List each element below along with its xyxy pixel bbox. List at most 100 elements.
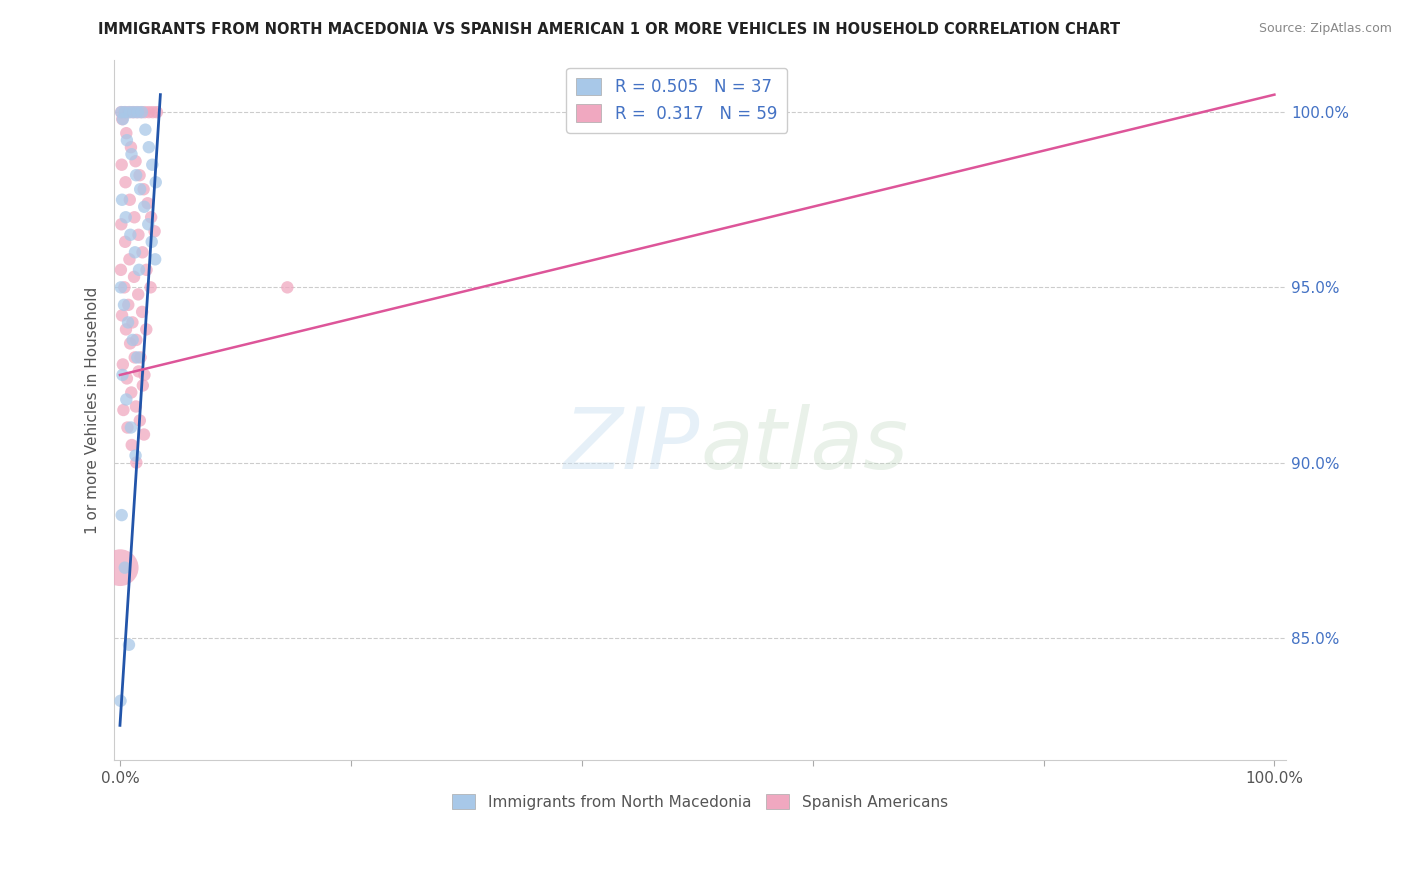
Point xyxy=(118,252,141,267)
Point xyxy=(134,105,156,120)
Point xyxy=(110,263,132,277)
Point xyxy=(138,105,160,120)
Point xyxy=(136,217,159,231)
Point xyxy=(141,158,163,172)
Point xyxy=(143,224,166,238)
Point xyxy=(118,105,141,120)
Point xyxy=(122,269,145,284)
Point xyxy=(124,154,146,169)
Point xyxy=(112,403,135,417)
Point xyxy=(120,140,142,154)
Point xyxy=(111,508,134,522)
Point xyxy=(132,427,155,442)
Point xyxy=(112,298,135,312)
Point xyxy=(135,322,157,336)
Point xyxy=(121,147,143,161)
Legend: Immigrants from North Macedonia, Spanish Americans: Immigrants from North Macedonia, Spanish… xyxy=(446,788,953,816)
Point xyxy=(111,309,134,323)
Point xyxy=(114,560,136,574)
Point xyxy=(121,105,143,120)
Point xyxy=(110,694,132,708)
Point xyxy=(125,168,148,182)
Point xyxy=(110,280,132,294)
Point xyxy=(120,227,142,242)
Point xyxy=(134,122,156,136)
Point xyxy=(139,280,162,294)
Point xyxy=(111,112,134,127)
Point xyxy=(114,211,136,225)
Point xyxy=(118,638,141,652)
Point xyxy=(143,252,166,267)
Point xyxy=(111,368,134,382)
Point xyxy=(122,105,145,120)
Point xyxy=(124,245,146,260)
Point xyxy=(117,420,139,434)
Point xyxy=(127,227,149,242)
Point xyxy=(145,175,167,189)
Text: atlas: atlas xyxy=(700,403,908,486)
Point xyxy=(131,305,153,319)
Point xyxy=(131,105,153,120)
Point xyxy=(118,193,141,207)
Point xyxy=(127,351,149,365)
Point xyxy=(142,105,165,120)
Point xyxy=(125,456,148,470)
Point xyxy=(114,105,136,120)
Point xyxy=(120,336,142,351)
Point xyxy=(115,371,138,385)
Point xyxy=(128,364,150,378)
Point xyxy=(115,126,138,140)
Point xyxy=(129,105,152,120)
Point xyxy=(134,200,156,214)
Point xyxy=(127,105,149,120)
Point xyxy=(124,351,146,365)
Point xyxy=(117,298,139,312)
Point xyxy=(110,105,132,120)
Point xyxy=(121,315,143,329)
Point xyxy=(132,182,155,196)
Point xyxy=(128,168,150,182)
Text: ZIP: ZIP xyxy=(564,403,700,486)
Point xyxy=(131,245,153,260)
Point xyxy=(111,112,134,127)
Point xyxy=(114,235,136,249)
Point xyxy=(138,140,160,154)
Point xyxy=(276,280,298,294)
Point xyxy=(115,322,138,336)
Point xyxy=(136,196,159,211)
Point xyxy=(128,263,150,277)
Point xyxy=(121,333,143,347)
Point xyxy=(117,105,139,120)
Point xyxy=(128,413,150,427)
Point xyxy=(111,358,134,372)
Point xyxy=(115,133,138,147)
Point xyxy=(120,385,142,400)
Point xyxy=(132,378,155,392)
Point xyxy=(111,193,134,207)
Point xyxy=(134,368,156,382)
Point xyxy=(146,105,169,120)
Point xyxy=(141,235,163,249)
Point xyxy=(125,333,148,347)
Point xyxy=(117,315,139,329)
Text: IMMIGRANTS FROM NORTH MACEDONIA VS SPANISH AMERICAN 1 OR MORE VEHICLES IN HOUSEH: IMMIGRANTS FROM NORTH MACEDONIA VS SPANI… xyxy=(98,22,1121,37)
Point xyxy=(139,211,162,225)
Point xyxy=(124,211,146,225)
Point xyxy=(135,263,157,277)
Point xyxy=(115,392,138,407)
Point xyxy=(129,182,152,196)
Point xyxy=(111,158,134,172)
Point xyxy=(120,420,142,434)
Point xyxy=(124,449,146,463)
Y-axis label: 1 or more Vehicles in Household: 1 or more Vehicles in Household xyxy=(86,286,100,533)
Point xyxy=(129,351,152,365)
Point xyxy=(108,560,131,574)
Point xyxy=(121,438,143,452)
Point xyxy=(125,105,148,120)
Point xyxy=(114,175,136,189)
Point xyxy=(127,287,149,301)
Point xyxy=(110,217,132,231)
Point xyxy=(110,105,132,120)
Point xyxy=(125,400,148,414)
Text: Source: ZipAtlas.com: Source: ZipAtlas.com xyxy=(1258,22,1392,36)
